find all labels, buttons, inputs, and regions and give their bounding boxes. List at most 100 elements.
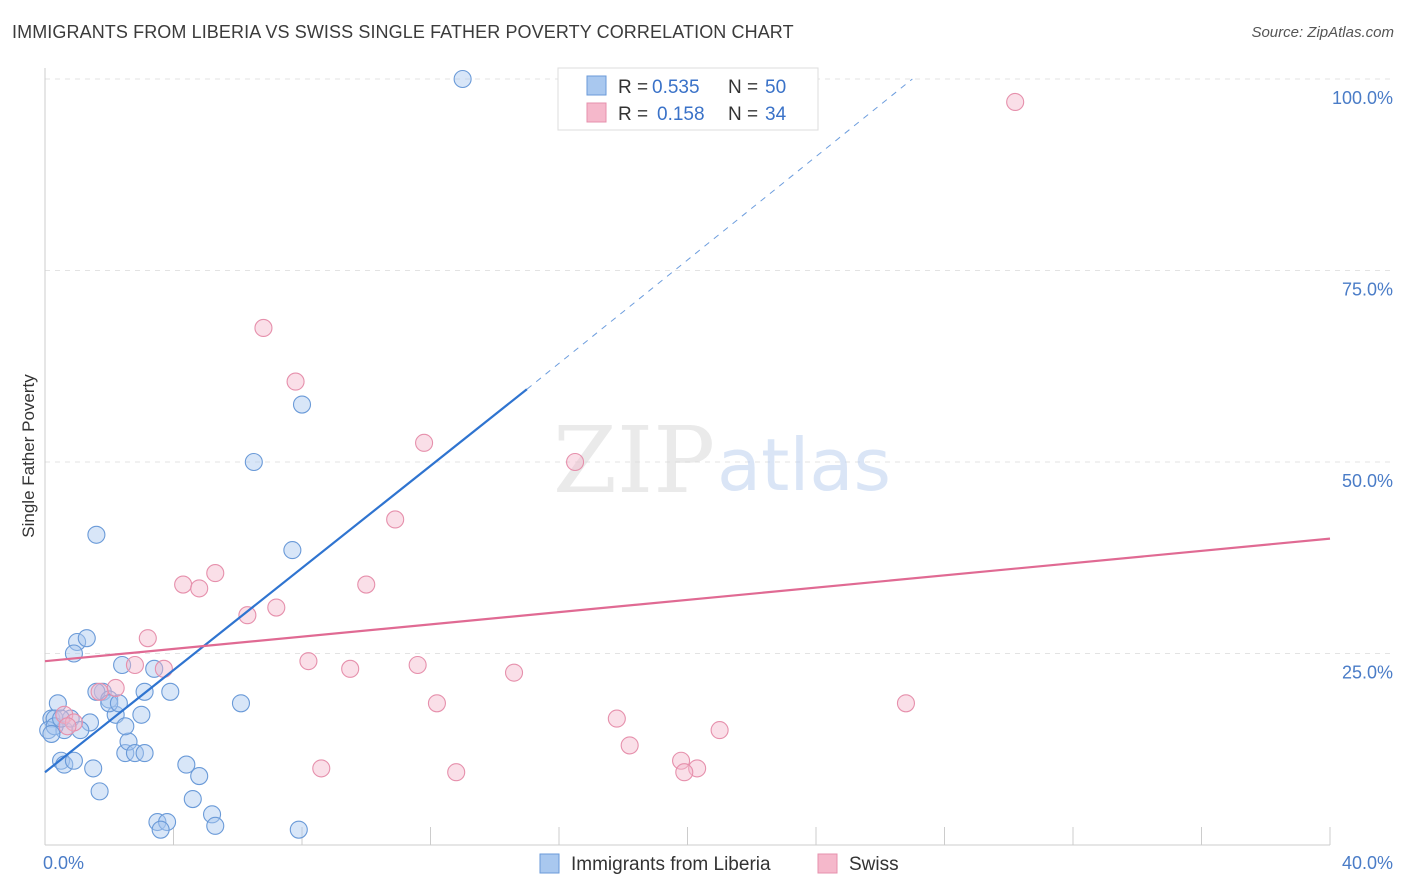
legend-n-value-1: 50: [765, 77, 786, 98]
data-point: [386, 510, 405, 529]
stats-legend: R = 0.535 N = 50 R = 0.158 N = 34: [557, 67, 819, 131]
trendline-liberia-extension: [526, 78, 913, 390]
series-immigrants-from-liberia: [39, 69, 472, 839]
data-point: [161, 682, 180, 701]
data-point: [84, 759, 103, 778]
data-point: [453, 69, 472, 89]
data-point: [672, 751, 691, 770]
data-point: [109, 694, 128, 713]
data-point: [1006, 92, 1025, 112]
data-point: [231, 694, 251, 713]
data-point: [299, 652, 318, 671]
data-point: [135, 744, 154, 763]
data-point: [183, 789, 202, 809]
data-point: [504, 663, 524, 682]
data-point: [174, 575, 193, 594]
legend-r-label-2: R =: [618, 104, 648, 125]
data-point: [42, 724, 61, 743]
data-point: [145, 659, 164, 678]
chart-title: IMMIGRANTS FROM LIBERIA VS SWISS SINGLE …: [12, 22, 794, 42]
data-point: [138, 629, 157, 648]
series-swiss: [55, 92, 1025, 782]
data-point: [620, 736, 639, 755]
data-point: [119, 732, 138, 751]
data-point: [675, 763, 694, 782]
data-point: [190, 579, 209, 598]
data-point: [244, 452, 263, 472]
series-legend-swatch-pink: [817, 853, 838, 874]
data-point: [415, 433, 434, 452]
data-point: [68, 632, 87, 652]
data-point: [267, 598, 286, 617]
data-point: [710, 721, 729, 740]
legend-n-value-2: 34: [765, 104, 787, 125]
data-point: [447, 763, 466, 782]
data-point: [177, 755, 196, 774]
legend-n-label-2: N =: [728, 104, 758, 125]
data-point: [48, 694, 67, 713]
data-point: [289, 820, 308, 839]
data-point: [106, 678, 125, 698]
data-point: [154, 659, 173, 678]
axes: [44, 68, 1331, 846]
y-axis-label: Single Father Poverty: [19, 374, 38, 538]
grid-lines: [45, 78, 1395, 654]
data-point: [64, 751, 83, 770]
data-point: [151, 820, 170, 839]
watermark-zip: ZIP: [553, 407, 715, 514]
trendline-liberia: [44, 388, 528, 774]
data-point: [90, 782, 109, 801]
data-point: [58, 717, 77, 736]
data-point: [408, 655, 427, 675]
x-tick-label-max: 40.0%: [1342, 853, 1393, 873]
trendlines: [44, 78, 1331, 774]
data-point: [90, 682, 109, 701]
legend-swatch-pink: [586, 102, 607, 123]
data-point: [896, 694, 916, 713]
source-label: Source: ZipAtlas.com: [1251, 24, 1394, 41]
data-point: [116, 744, 135, 763]
data-point: [286, 372, 305, 391]
data-point: [283, 541, 302, 560]
data-point: [113, 655, 132, 675]
data-point: [292, 395, 312, 414]
data-point: [254, 318, 273, 338]
data-point: [238, 606, 257, 625]
data-point: [341, 659, 360, 678]
data-point: [357, 575, 376, 594]
data-point: [312, 759, 331, 778]
data-point: [206, 816, 225, 835]
data-point: [125, 655, 144, 675]
data-point: [77, 629, 96, 648]
data-point: [607, 709, 626, 728]
data-point: [100, 690, 119, 709]
data-point: [87, 525, 106, 544]
legend-r-value-2: 0.158: [657, 104, 705, 125]
trendline-swiss: [44, 537, 1331, 663]
data-point: [190, 767, 209, 786]
y-tick-label: 75.0%: [1342, 280, 1393, 300]
data-point: [125, 744, 144, 763]
series-legend: Immigrants from Liberia Swiss: [539, 853, 899, 875]
y-tick-labels: 25.0% 50.0% 75.0% 100.0%: [1332, 88, 1393, 683]
legend-n-label-1: N =: [728, 77, 758, 98]
watermark-atlas: atlas: [717, 423, 891, 507]
y-tick-label: 50.0%: [1342, 471, 1393, 491]
data-point: [132, 705, 151, 724]
legend-r-value-1: 0.535: [652, 77, 700, 98]
legend-r-label-1: R =: [618, 77, 648, 98]
y-tick-label: 100.0%: [1332, 88, 1393, 108]
data-point: [206, 564, 225, 583]
data-point: [427, 694, 446, 713]
data-point: [203, 805, 222, 824]
legend-swatch-blue: [586, 75, 607, 96]
data-point: [566, 452, 585, 472]
data-point: [158, 812, 177, 832]
data-point: [80, 713, 100, 732]
x-tick-label-min: 0.0%: [43, 853, 84, 873]
y-tick-label: 25.0%: [1342, 663, 1393, 683]
data-point: [116, 717, 135, 736]
series-legend-label-1: Immigrants from Liberia: [571, 854, 771, 875]
series-legend-swatch-blue: [539, 853, 560, 874]
